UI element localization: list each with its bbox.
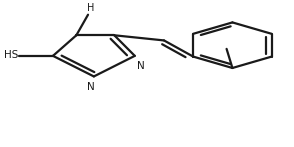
Text: H: H [87, 3, 95, 13]
Text: N: N [137, 61, 144, 71]
Text: N: N [87, 82, 95, 92]
Text: HS: HS [4, 50, 18, 60]
